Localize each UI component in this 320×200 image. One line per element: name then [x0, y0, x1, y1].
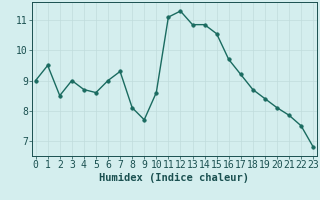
X-axis label: Humidex (Indice chaleur): Humidex (Indice chaleur) — [100, 173, 249, 183]
